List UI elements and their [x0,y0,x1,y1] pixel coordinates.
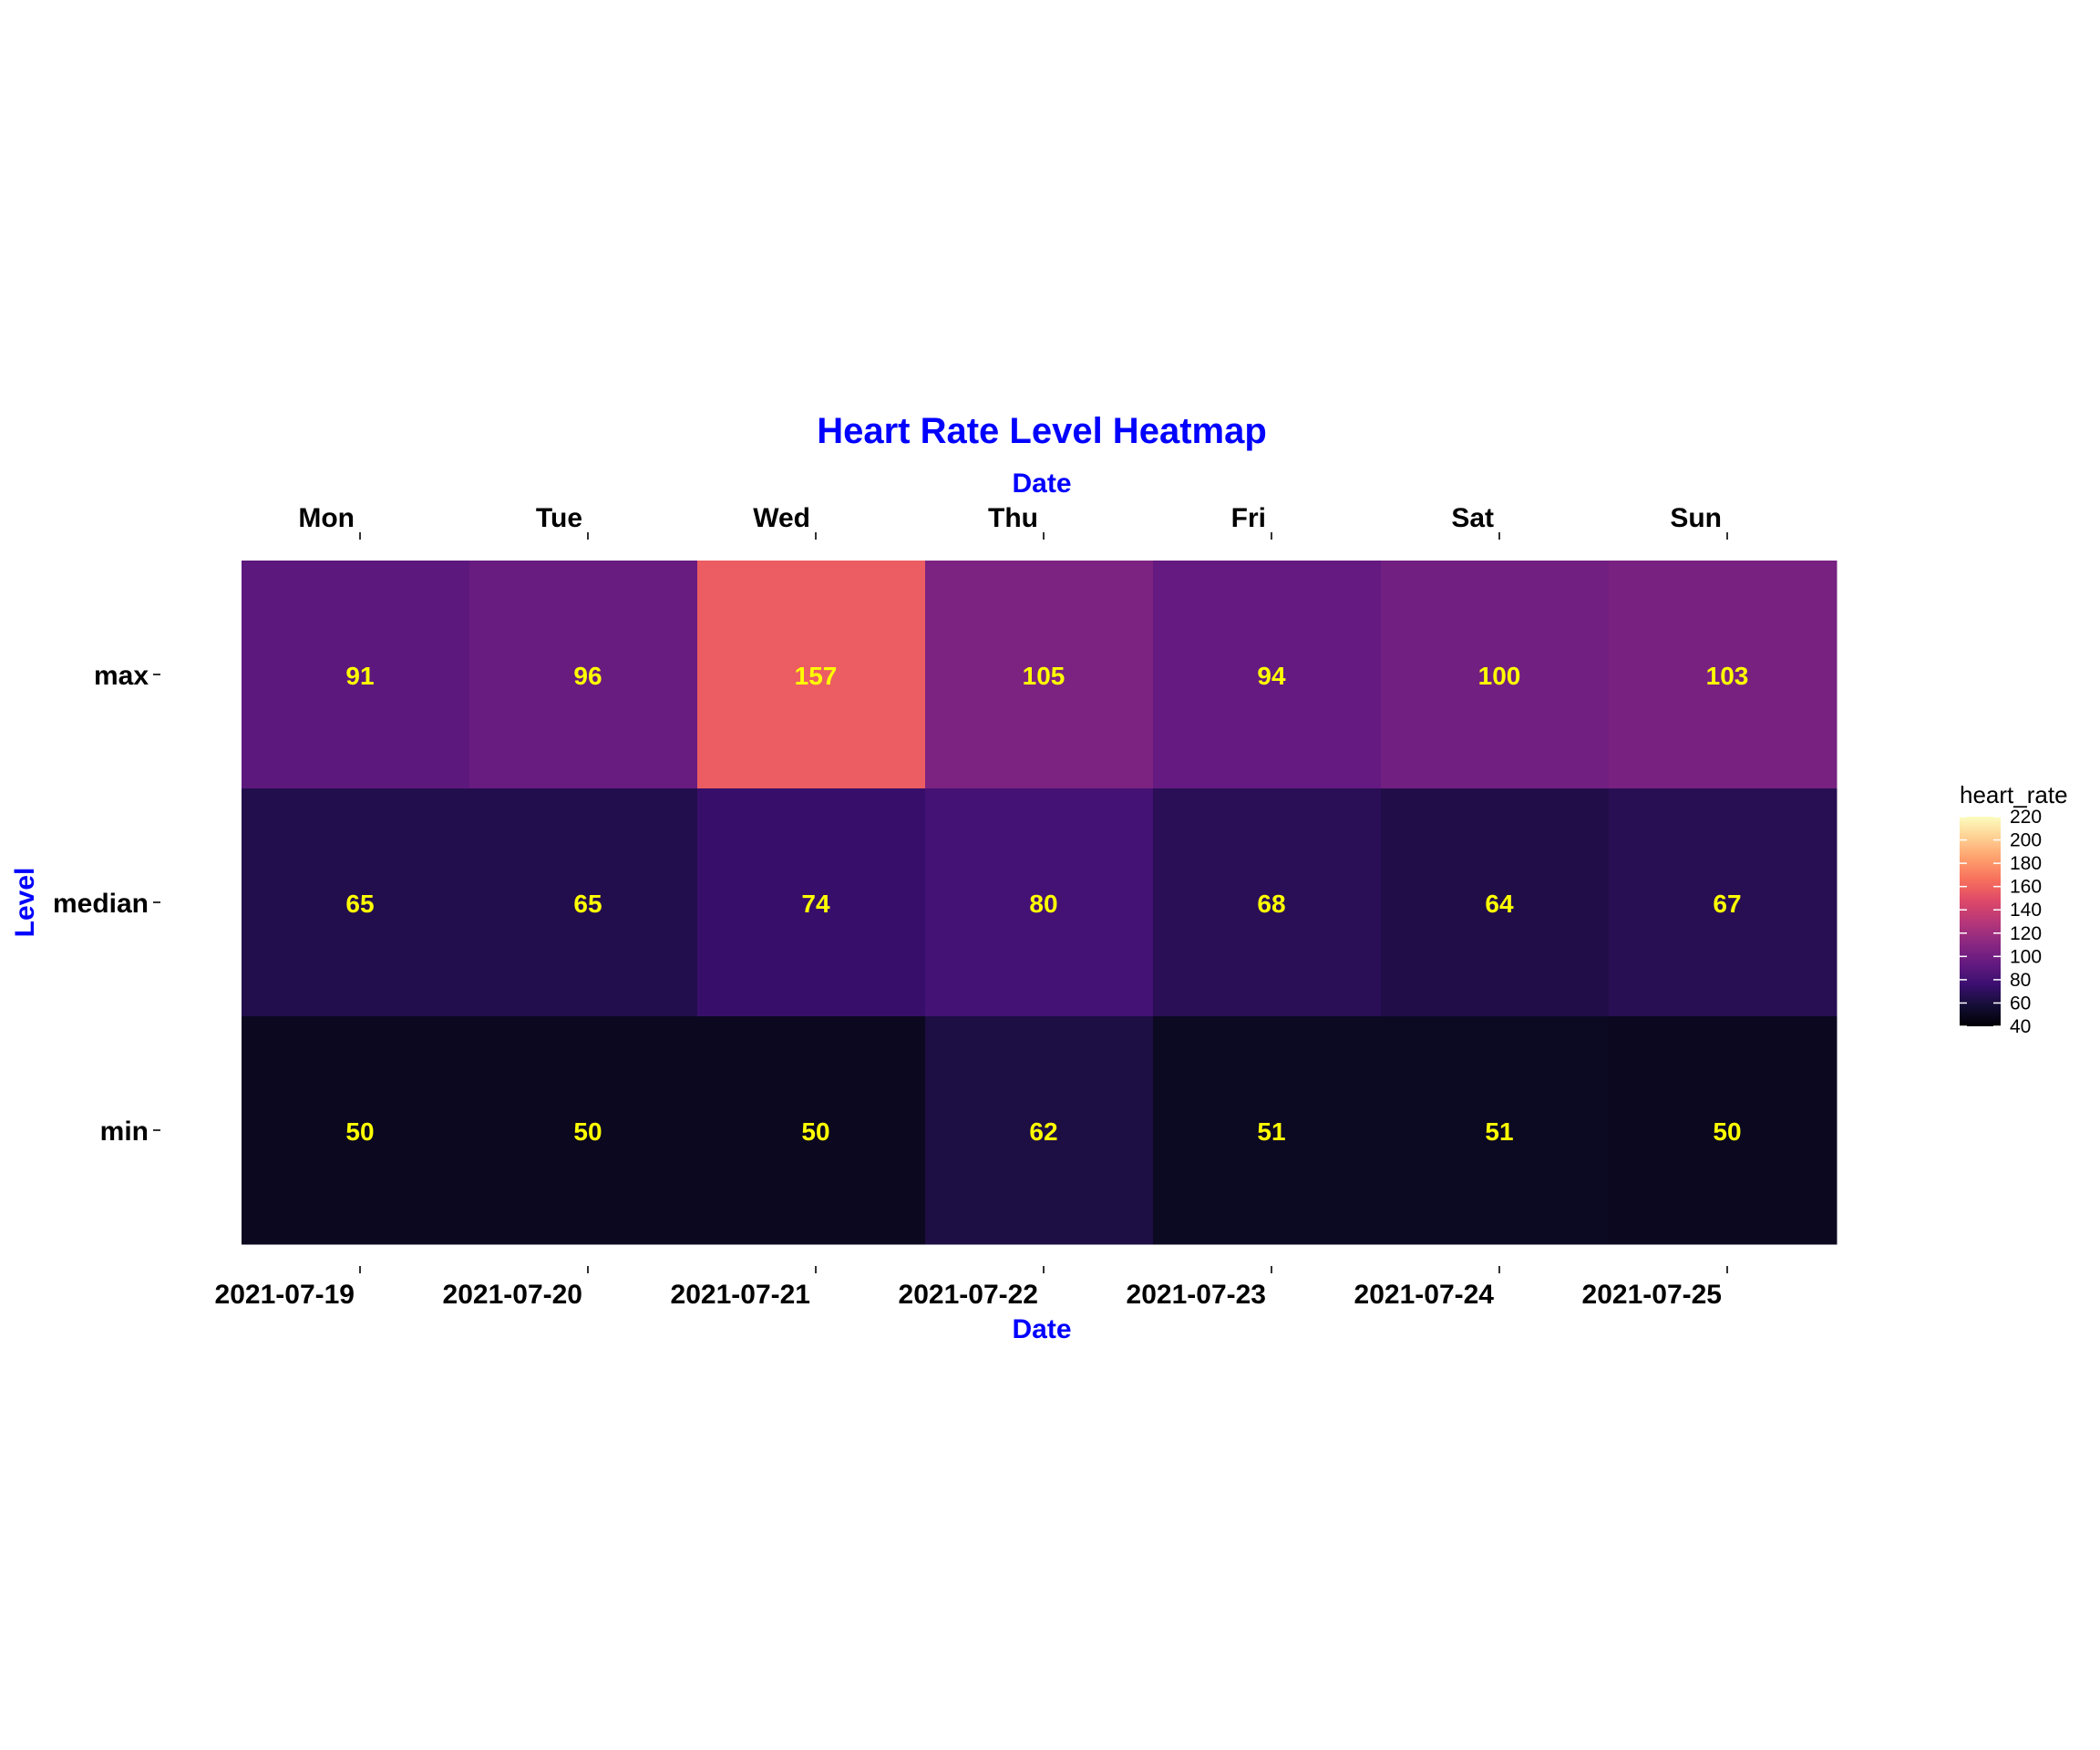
cell-value-label: 67 [1713,890,1741,918]
x-tick-label: 2021-07-20 [443,1280,582,1310]
x-tick-label: 2021-07-19 [215,1280,355,1310]
heatmap-cell-min-2021-07-24 [1381,1016,1610,1245]
cell-value-label: 51 [1485,1117,1513,1146]
x-top-tick-label: Wed [753,503,810,533]
heatmap-cell-median-2021-07-23 [1153,788,1382,1017]
cell-value-label: 105 [1023,662,1065,690]
heatmap-cell-max-2021-07-25 [1609,561,1838,789]
heatmap-cell-max-2021-07-22 [925,561,1154,789]
y-axis-title: Level [10,868,40,938]
x-tick-label: 2021-07-21 [671,1280,810,1310]
cell-value-label: 94 [1257,662,1286,690]
x-tick-label: 2021-07-25 [1582,1280,1722,1310]
x-top-tick-label: Thu [988,503,1038,533]
x-tick-label: 2021-07-24 [1354,1280,1495,1310]
heatmap-cell-min-2021-07-21 [697,1016,926,1245]
x-tick-label: 2021-07-22 [899,1280,1038,1310]
x-top-tick-label: Sat [1451,503,1494,533]
heatmap-cell-min-2021-07-22 [925,1016,1154,1245]
heatmap-cell-min-2021-07-19 [242,1016,470,1245]
y-tick-label: min [100,1117,149,1147]
colorbar-tick-label: 140 [2010,900,2042,921]
colorbar-tick-label: 180 [2010,853,2042,874]
cell-value-label: 157 [795,662,838,690]
x-top-tick-label: Fri [1231,503,1266,533]
cell-value-label: 96 [573,662,602,690]
colorbar-tick-label: 40 [2010,1016,2031,1037]
colorbar-title: heart_rate [1960,781,2068,808]
heatmap-cell-max-2021-07-24 [1381,561,1610,789]
colorbar-tick-label: 200 [2010,830,2042,851]
colorbar-tick-label: 80 [2010,970,2031,991]
x-axis-title-bottom: Date [1012,1314,1071,1344]
heatmap-cell-max-2021-07-21 [697,561,926,789]
x-tick-label: 2021-07-23 [1127,1280,1266,1310]
cell-value-label: 64 [1485,890,1514,918]
heatmap-cells [242,561,1838,1245]
cell-value-label: 50 [1713,1117,1741,1146]
heatmap-cell-min-2021-07-20 [469,1016,698,1245]
cell-value-label: 68 [1257,890,1285,918]
cell-value-label: 65 [573,890,602,918]
heatmap-cell-max-2021-07-23 [1153,561,1382,789]
heatmap-cell-median-2021-07-25 [1609,788,1838,1017]
heatmap-cell-median-2021-07-19 [242,788,470,1017]
cell-value-label: 91 [345,662,374,690]
colorbar-tick-label: 100 [2010,946,2042,967]
x-top-tick-label: Sun [1670,503,1722,533]
cell-value-label: 62 [1029,1117,1057,1146]
cell-value-label: 74 [801,890,830,918]
heatmap-cell-max-2021-07-19 [242,561,470,789]
colorbar-tick-label: 160 [2010,877,2042,898]
heatmap-cell-min-2021-07-25 [1609,1016,1838,1245]
y-axis: max median min [53,661,160,1147]
cell-value-label: 80 [1029,890,1057,918]
heatmap-cell-median-2021-07-20 [469,788,698,1017]
cell-value-label: 100 [1478,662,1521,690]
x-axis-bottom: 2021-07-19 2021-07-20 2021-07-21 2021-07-22… [215,1266,1728,1310]
colorbar [1960,817,2001,1026]
cell-value-label: 51 [1257,1117,1285,1146]
colorbar-tick-label: 120 [2010,923,2042,944]
heatmap-cell-min-2021-07-23 [1153,1016,1382,1245]
heatmap-cell-median-2021-07-21 [697,788,926,1017]
y-tick-label: max [94,661,149,691]
colorbar-tick-label: 60 [2010,993,2031,1014]
x-axis-title-top: Date [1012,468,1071,499]
heatmap-cell-median-2021-07-24 [1381,788,1610,1017]
heatmap-cell-max-2021-07-20 [469,561,698,789]
heatmap-cell-median-2021-07-22 [925,788,1154,1017]
x-top-tick-label: Mon [298,503,355,533]
x-top-tick-label: Tue [536,503,582,533]
colorbar-tick-label: 220 [2010,807,2042,828]
x-axis-top: Mon Tue Wed Thu Fri Sat Sun [298,503,1728,540]
chart-title: Heart Rate Level Heatmap [817,411,1267,451]
cell-value-label: 50 [573,1117,602,1146]
cell-value-label: 65 [345,890,374,918]
cell-value-label: 103 [1706,662,1749,690]
cell-value-label: 50 [345,1117,374,1146]
y-tick-label: median [53,889,149,919]
cell-value-label: 50 [801,1117,829,1146]
heatmap-cell-labels: 91 96 157 105 94 100 103 65 65 74 80 68 64 67 50 50 50 62… [345,662,1748,1146]
